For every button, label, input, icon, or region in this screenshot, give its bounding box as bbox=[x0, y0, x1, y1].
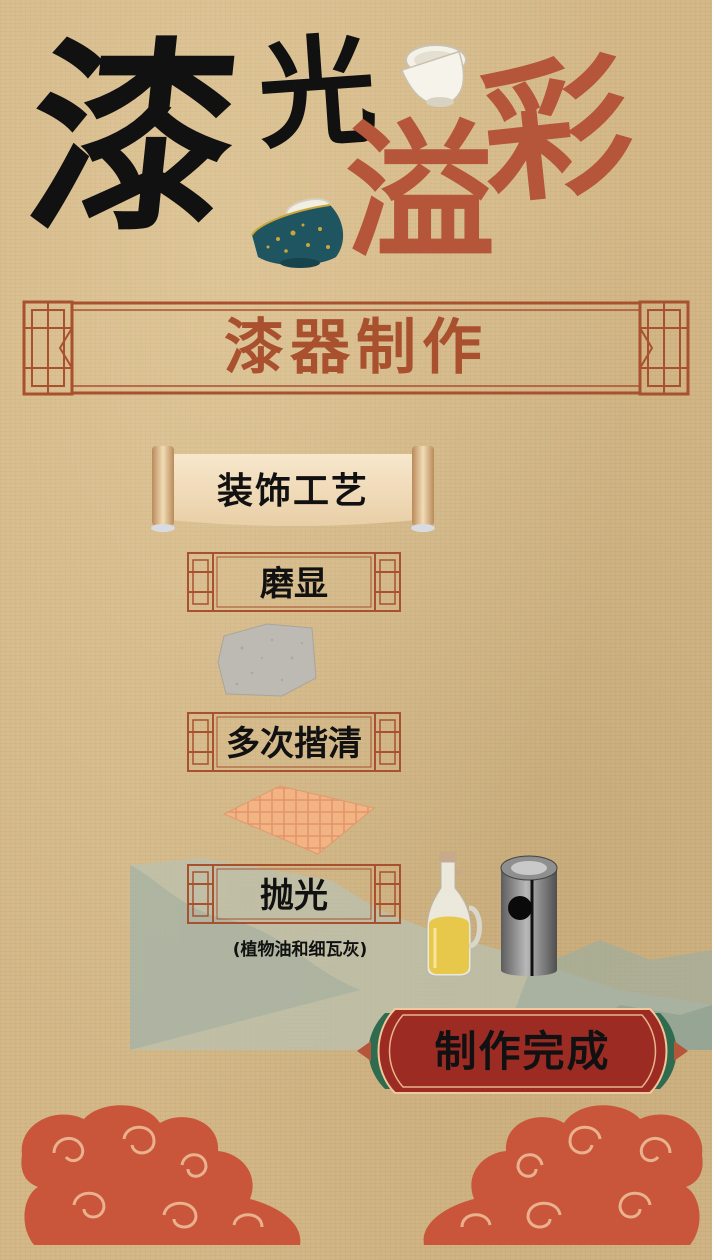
scroll-frame bbox=[151, 446, 435, 532]
banner-frame bbox=[22, 300, 690, 396]
whetstone-icon[interactable] bbox=[212, 618, 322, 700]
title-char-qi: 漆 bbox=[17, 20, 244, 260]
step-button-moxian[interactable]: 磨显 bbox=[185, 550, 403, 614]
cloud-decoration-left bbox=[21, 1105, 301, 1245]
step-frame bbox=[187, 864, 401, 924]
oil-bottle-icon[interactable] bbox=[425, 850, 485, 978]
step-label: 抛光 bbox=[260, 876, 328, 916]
step-note: (植物油和细瓦灰) bbox=[232, 940, 368, 960]
finish-button[interactable]: 制作完成 bbox=[355, 1005, 690, 1097]
white-cup-icon bbox=[400, 44, 467, 107]
step-label: 磨显 bbox=[260, 564, 328, 604]
step-label: 多次揩清 bbox=[226, 724, 362, 764]
title-char-cai: 彩 bbox=[473, 35, 641, 227]
cloth-icon[interactable] bbox=[218, 782, 378, 857]
banner-title: 漆器制作 bbox=[224, 313, 488, 383]
finish-button-frame bbox=[357, 1008, 688, 1094]
title-char-yi: 溢 bbox=[345, 105, 496, 281]
ash-tube-icon[interactable] bbox=[498, 852, 560, 984]
cloud-decoration-right bbox=[423, 1105, 703, 1245]
step-button-paoguang[interactable]: 抛光 bbox=[185, 862, 403, 926]
finish-button-label: 制作完成 bbox=[434, 1027, 611, 1076]
step-frame bbox=[187, 552, 401, 612]
blue-bowl-icon bbox=[251, 198, 344, 268]
step-button-kaiqing[interactable]: 多次揩清 bbox=[185, 710, 403, 774]
section-label: 装饰工艺 bbox=[216, 471, 369, 512]
step-frame bbox=[187, 712, 401, 772]
